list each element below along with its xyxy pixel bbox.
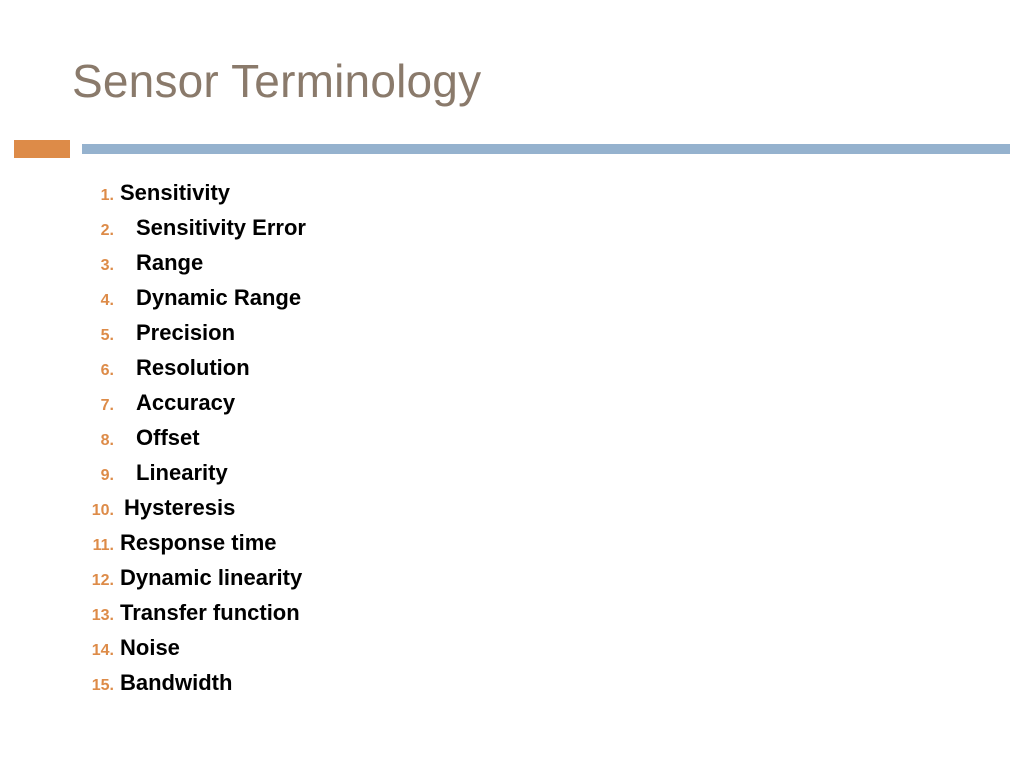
list-item-number: 6. xyxy=(80,363,114,379)
list-item-label: Offset xyxy=(136,427,200,449)
list-item-number: 2. xyxy=(80,223,114,239)
list-item-label: Linearity xyxy=(136,462,228,484)
list-item-number: 3. xyxy=(80,258,114,274)
list-item: 1. Sensitivity xyxy=(80,182,960,204)
list-item-label: Sensitivity Error xyxy=(136,217,306,239)
list-item-label: Transfer function xyxy=(120,602,300,624)
list-item-label: Response time xyxy=(120,532,277,554)
list-item: 4. Dynamic Range xyxy=(80,287,960,309)
list-item-number: 13. xyxy=(80,608,114,624)
list-item-number: 4. xyxy=(80,293,114,309)
list-item-label: Bandwidth xyxy=(120,672,232,694)
list-item: 3. Range xyxy=(80,252,960,274)
list-item-number: 14. xyxy=(80,643,114,659)
list-item-number: 8. xyxy=(80,433,114,449)
list-item-label: Accuracy xyxy=(136,392,235,414)
list-item-number: 7. xyxy=(80,398,114,414)
list-item-number: 5. xyxy=(80,328,114,344)
list-item-label: Range xyxy=(136,252,203,274)
list-item: 11. Response time xyxy=(80,532,960,554)
list-item: 5. Precision xyxy=(80,322,960,344)
divider-accent-left xyxy=(14,140,70,158)
list-item-label: Dynamic linearity xyxy=(120,567,302,589)
list-item: 7. Accuracy xyxy=(80,392,960,414)
content-list: 1. Sensitivity 2. Sensitivity Error 3. Range 4… xyxy=(80,182,960,707)
list-item-label: Dynamic Range xyxy=(136,287,301,309)
slide: Sensor Terminology 1. Sensitivity 2. Sensit… xyxy=(0,0,1024,768)
list-item: 12. Dynamic linearity xyxy=(80,567,960,589)
divider-accent-right xyxy=(82,144,1010,154)
list-item: 10. Hysteresis xyxy=(80,497,960,519)
list-item-label: Sensitivity xyxy=(120,182,230,204)
list-item-number: 9. xyxy=(80,468,114,484)
list-item: 9. Linearity xyxy=(80,462,960,484)
list-item: 14. Noise xyxy=(80,637,960,659)
list-item-number: 12. xyxy=(80,573,114,589)
list-item: 13. Transfer function xyxy=(80,602,960,624)
list-item-label: Precision xyxy=(136,322,235,344)
list-item-number: 10. xyxy=(80,503,114,519)
list-item: 2. Sensitivity Error xyxy=(80,217,960,239)
list-item-label: Resolution xyxy=(136,357,250,379)
list-item-label: Noise xyxy=(120,637,180,659)
list-item: 8. Offset xyxy=(80,427,960,449)
list-item: 15. Bandwidth xyxy=(80,672,960,694)
list-item: 6. Resolution xyxy=(80,357,960,379)
title-divider xyxy=(0,140,1024,158)
list-item-number: 11. xyxy=(80,538,114,554)
list-item-number: 15. xyxy=(80,678,114,694)
slide-title: Sensor Terminology xyxy=(72,54,481,108)
list-item-label: Hysteresis xyxy=(124,497,235,519)
list-item-number: 1. xyxy=(80,188,114,204)
